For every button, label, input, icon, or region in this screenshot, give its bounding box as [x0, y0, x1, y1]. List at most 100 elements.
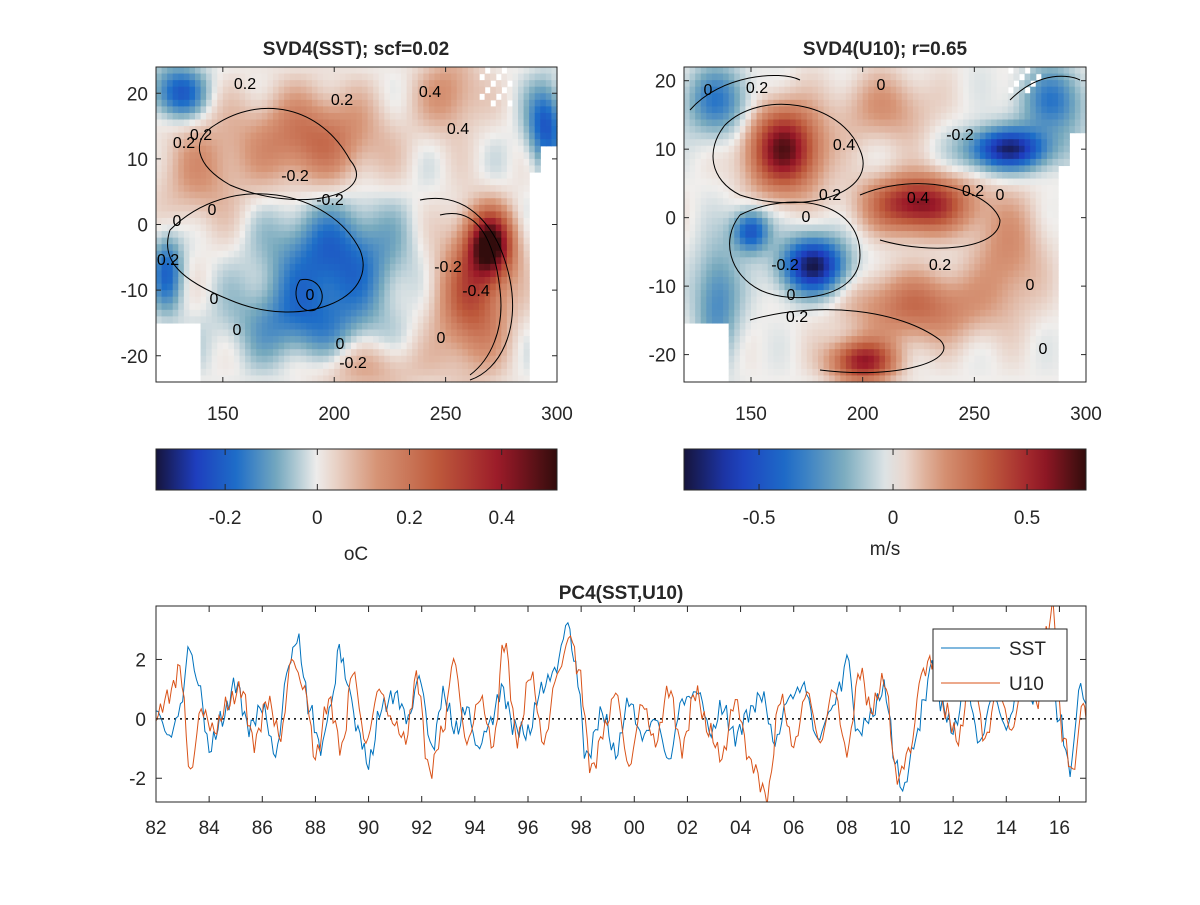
heatmap-cell	[852, 205, 858, 212]
heatmap-cell	[835, 264, 841, 271]
heatmap-cell	[195, 165, 201, 172]
heatmap-cell	[379, 120, 385, 127]
heatmap-cell	[379, 362, 385, 369]
heatmap-cell	[863, 362, 869, 369]
heatmap-cell	[690, 152, 696, 159]
heatmap-cell	[234, 172, 240, 179]
heatmap-cell	[718, 133, 724, 140]
heatmap-cell	[434, 74, 440, 81]
heatmap-cell	[868, 146, 874, 153]
heatmap-cell	[462, 192, 468, 199]
heatmap-cell	[885, 231, 891, 238]
heatmap-cell	[524, 270, 530, 277]
heatmap-cell	[773, 336, 779, 343]
heatmap-cell	[212, 152, 218, 159]
heatmap-cell	[840, 362, 846, 369]
heatmap-cell	[162, 205, 168, 212]
heatmap-cell	[529, 165, 535, 172]
heatmap-cell	[479, 159, 485, 166]
heatmap-cell	[690, 205, 696, 212]
heatmap-cell	[201, 362, 207, 369]
heatmap-cell	[318, 316, 324, 323]
heatmap-cell	[518, 323, 524, 330]
heatmap-cell	[273, 225, 279, 232]
heatmap-cell	[762, 277, 768, 284]
heatmap-cell	[412, 303, 418, 310]
heatmap-cell	[812, 297, 818, 304]
heatmap-cell	[535, 165, 541, 172]
heatmap-cell	[429, 113, 435, 120]
heatmap-cell	[457, 303, 463, 310]
heatmap-cell	[496, 192, 502, 199]
heatmap-cell	[434, 238, 440, 245]
heatmap-cell	[706, 185, 712, 192]
heatmap-cell	[412, 238, 418, 245]
heatmap-cell	[407, 100, 413, 107]
heatmap-cell	[228, 211, 234, 218]
heatmap-cell	[818, 362, 824, 369]
heatmap-cell	[284, 126, 290, 133]
heatmap-cell	[240, 133, 246, 140]
heatmap-cell	[479, 244, 485, 251]
heatmap-cell	[807, 297, 813, 304]
heatmap-cell	[329, 343, 335, 350]
heatmap-cell	[345, 277, 351, 284]
heatmap-cell	[846, 93, 852, 100]
heatmap-cell	[757, 146, 763, 153]
heatmap-cell	[357, 87, 363, 94]
heatmap-cell	[473, 113, 479, 120]
heatmap-cell	[412, 290, 418, 297]
heatmap-cell	[695, 133, 701, 140]
heatmap-cell	[829, 316, 835, 323]
heatmap-cell	[779, 172, 785, 179]
heatmap-cell	[852, 172, 858, 179]
heatmap-cell	[829, 165, 835, 172]
heatmap-cell	[695, 316, 701, 323]
heatmap-cell	[434, 277, 440, 284]
heatmap-cell	[835, 93, 841, 100]
heatmap-cell	[195, 120, 201, 127]
heatmap-cell	[295, 93, 301, 100]
heatmap-cell	[874, 165, 880, 172]
heatmap-cell	[690, 159, 696, 166]
heatmap-cell	[734, 74, 740, 81]
heatmap-cell	[329, 120, 335, 127]
heatmap-cell	[217, 93, 223, 100]
heatmap-cell	[279, 356, 285, 363]
heatmap-cell	[885, 192, 891, 199]
heatmap-cell	[334, 277, 340, 284]
heatmap-cell	[390, 277, 396, 284]
heatmap-cell	[245, 277, 251, 284]
heatmap-cell	[745, 323, 751, 330]
heatmap-cell	[868, 316, 874, 323]
heatmap-cell	[762, 165, 768, 172]
heatmap-cell	[212, 185, 218, 192]
heatmap-cell	[329, 231, 335, 238]
heatmap-cell	[273, 356, 279, 363]
heatmap-cell	[412, 93, 418, 100]
heatmap-cell	[407, 244, 413, 251]
heatmap-cell	[846, 257, 852, 264]
heatmap-cell	[156, 139, 162, 146]
heatmap-cell	[357, 343, 363, 350]
heatmap-cell	[490, 192, 496, 199]
heatmap-cell	[751, 277, 757, 284]
heatmap-cell	[807, 133, 813, 140]
heatmap-cell	[701, 297, 707, 304]
heatmap-cell	[217, 310, 223, 317]
heatmap-cell	[879, 159, 885, 166]
heatmap-cell	[401, 205, 407, 212]
heatmap-cell	[462, 238, 468, 245]
heatmap-cell	[429, 126, 435, 133]
heatmap-cell	[206, 67, 212, 74]
heatmap-cell	[451, 284, 457, 291]
heatmap-cell	[690, 257, 696, 264]
heatmap-cell	[234, 146, 240, 153]
heatmap-cell	[885, 225, 891, 232]
heatmap-cell	[684, 198, 690, 205]
heatmap-cell	[751, 356, 757, 363]
heatmap-cell	[167, 113, 173, 120]
heatmap-cell	[863, 297, 869, 304]
heatmap-cell	[390, 349, 396, 356]
heatmap-cell	[723, 218, 729, 225]
